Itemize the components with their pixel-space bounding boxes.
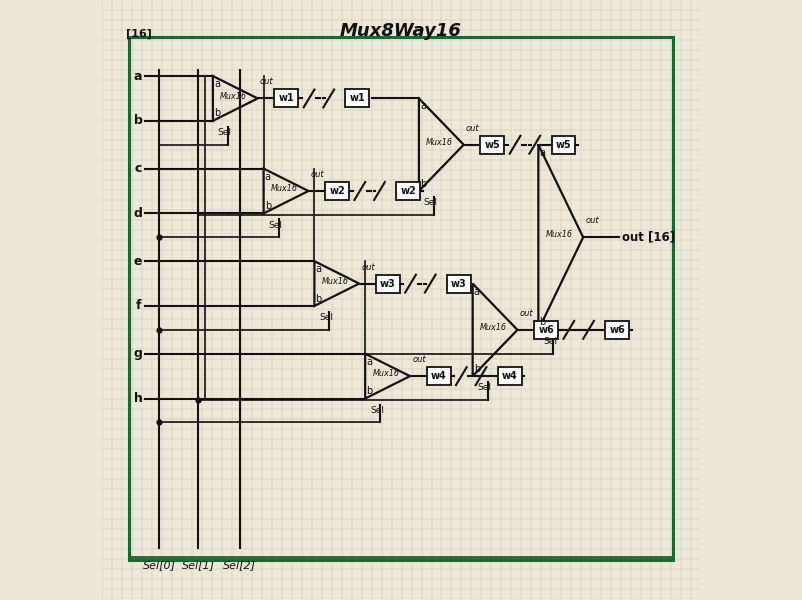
Text: Mux16: Mux16 <box>545 230 573 239</box>
Text: w5: w5 <box>484 140 500 150</box>
Text: a: a <box>134 70 143 83</box>
Text: g: g <box>134 347 143 360</box>
FancyBboxPatch shape <box>396 182 420 200</box>
Text: b: b <box>265 201 271 211</box>
Text: a: a <box>214 79 220 89</box>
Text: f: f <box>136 299 141 313</box>
Text: Mux16: Mux16 <box>426 138 453 147</box>
Text: a: a <box>420 101 426 112</box>
Text: b: b <box>367 386 373 396</box>
Text: w2: w2 <box>330 186 345 196</box>
Text: d: d <box>134 207 143 220</box>
Text: w3: w3 <box>380 278 395 289</box>
Text: b: b <box>540 317 546 328</box>
Text: Sel: Sel <box>423 198 438 207</box>
Text: e: e <box>134 254 143 268</box>
Text: w3: w3 <box>451 278 467 289</box>
Text: w6: w6 <box>538 325 554 335</box>
Text: w6: w6 <box>610 325 625 335</box>
Text: Sel: Sel <box>319 313 333 322</box>
FancyBboxPatch shape <box>606 321 629 339</box>
FancyBboxPatch shape <box>447 275 471 293</box>
Text: b: b <box>316 293 322 304</box>
Text: a: a <box>540 148 545 158</box>
Text: w4: w4 <box>431 371 447 381</box>
Text: Mux16: Mux16 <box>220 92 247 101</box>
FancyBboxPatch shape <box>274 89 298 107</box>
Text: out: out <box>520 309 533 318</box>
FancyBboxPatch shape <box>534 321 558 339</box>
FancyBboxPatch shape <box>325 182 349 200</box>
Text: b: b <box>134 115 143 127</box>
Text: Mux16: Mux16 <box>322 277 349 286</box>
Text: a: a <box>316 264 322 274</box>
Text: w5: w5 <box>556 140 571 150</box>
Text: Sel[2]: Sel[2] <box>223 560 257 570</box>
Text: Mux16: Mux16 <box>480 323 507 332</box>
FancyBboxPatch shape <box>480 136 504 154</box>
Text: b: b <box>474 364 480 374</box>
Text: b: b <box>420 179 427 188</box>
Text: a: a <box>265 172 271 182</box>
Text: Mux8Way16: Mux8Way16 <box>340 22 462 40</box>
Text: out: out <box>311 170 325 179</box>
Text: [16]: [16] <box>126 28 152 38</box>
Text: w2: w2 <box>400 186 416 196</box>
Text: Sel: Sel <box>477 383 492 392</box>
Text: h: h <box>134 392 143 405</box>
Text: w4: w4 <box>502 371 517 381</box>
Text: out: out <box>260 77 273 86</box>
Text: Mux16: Mux16 <box>271 184 298 193</box>
Text: c: c <box>135 162 142 175</box>
Text: Sel: Sel <box>543 337 557 346</box>
Text: a: a <box>474 287 480 296</box>
Text: Sel[1]: Sel[1] <box>181 560 214 570</box>
FancyBboxPatch shape <box>552 136 575 154</box>
FancyBboxPatch shape <box>427 367 451 385</box>
Text: out: out <box>362 263 375 272</box>
Text: Sel[0]: Sel[0] <box>143 560 176 570</box>
Text: Sel: Sel <box>370 406 384 415</box>
Text: w1: w1 <box>278 94 294 103</box>
Text: Mux16: Mux16 <box>372 369 399 378</box>
FancyBboxPatch shape <box>376 275 400 293</box>
Text: Sel: Sel <box>217 128 232 137</box>
FancyBboxPatch shape <box>346 89 370 107</box>
Text: out: out <box>412 355 426 364</box>
Text: b: b <box>214 109 221 118</box>
Text: out: out <box>466 124 480 133</box>
Text: out: out <box>585 217 599 226</box>
FancyBboxPatch shape <box>498 367 521 385</box>
Text: Sel: Sel <box>269 221 282 230</box>
Text: out [16]: out [16] <box>622 231 675 244</box>
Text: a: a <box>367 357 372 367</box>
Text: w1: w1 <box>350 94 365 103</box>
